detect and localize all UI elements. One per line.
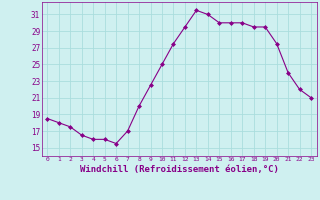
X-axis label: Windchill (Refroidissement éolien,°C): Windchill (Refroidissement éolien,°C) — [80, 165, 279, 174]
